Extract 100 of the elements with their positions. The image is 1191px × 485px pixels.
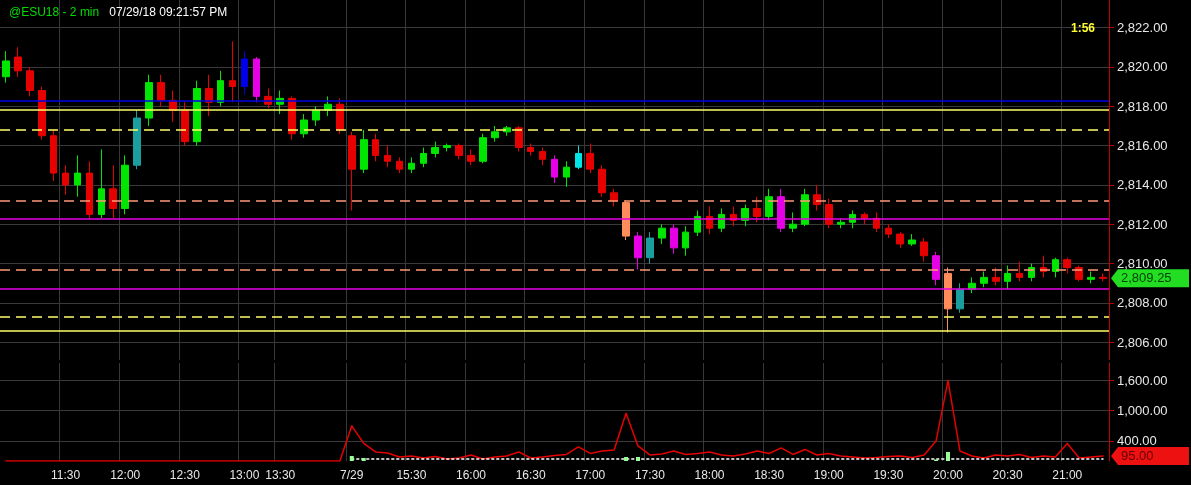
- candlestick: [825, 198, 833, 229]
- candlestick: [563, 160, 570, 188]
- x-tick-label: 13:00: [229, 468, 260, 482]
- candlestick: [670, 223, 678, 255]
- y-tick-label: 2,812.00: [1117, 216, 1168, 232]
- candlestick: [885, 223, 892, 239]
- y-tick-label: 2,814.00: [1117, 177, 1168, 193]
- candlestick: [467, 149, 475, 166]
- candlestick: [515, 125, 523, 152]
- x-tick-label: 20:30: [992, 468, 1023, 482]
- y-tick-label: 1,600.00: [1117, 373, 1168, 389]
- candlestick: [527, 143, 534, 156]
- y-tick-label: 2,808.00: [1117, 295, 1168, 311]
- candlestick: [420, 147, 427, 168]
- candlestick: [384, 145, 391, 168]
- x-tick-label: 18:30: [754, 468, 785, 482]
- x-tick-label: 19:00: [813, 468, 845, 482]
- candlestick: [837, 217, 845, 229]
- candlestick: [1087, 270, 1095, 284]
- candlestick: [50, 129, 57, 182]
- candlestick: [181, 101, 189, 147]
- bar: [635, 456, 640, 461]
- candlestick: [26, 66, 34, 97]
- chart-subtitle: 07/29/18 09:21:57 PM: [109, 5, 228, 19]
- y-tick-label: 1,000.00: [1117, 403, 1168, 419]
- candlestick: [944, 267, 952, 333]
- bar: [946, 451, 951, 461]
- x-tick-label: 7/29: [340, 468, 364, 482]
- candlestick: [646, 231, 654, 265]
- candlestick: [598, 164, 606, 198]
- candlestick: [575, 145, 582, 170]
- candlestick: [455, 143, 463, 160]
- y-tick-label: 2,816.00: [1117, 138, 1168, 154]
- candlestick: [896, 231, 904, 249]
- candlestick: [491, 125, 499, 143]
- candlestick: [920, 237, 928, 263]
- x-tick-label: 16:00: [456, 468, 487, 482]
- candlestick: [1099, 272, 1107, 282]
- candlestick: [241, 50, 248, 95]
- candlestick: [980, 270, 988, 288]
- chart-title: @ESU18 - 2 min: [9, 5, 100, 19]
- y-tick-label: 2,822.00: [1117, 20, 1168, 36]
- candlestick: [98, 149, 105, 219]
- text: 2,809.25: [1121, 270, 1172, 286]
- candlestick: [443, 143, 451, 152]
- candlestick: [586, 143, 594, 174]
- candlestick: [372, 133, 379, 162]
- candlestick: [157, 74, 165, 107]
- candlestick: [300, 113, 308, 139]
- candlestick: [682, 225, 689, 257]
- candlestick: [109, 164, 117, 219]
- x-tick-label: 19:30: [873, 468, 904, 482]
- candlestick: [121, 154, 129, 215]
- candlestick: [992, 267, 1000, 286]
- x-tick-label: 21:00: [1052, 468, 1083, 482]
- candlestick: [133, 109, 141, 170]
- x-tick-label: 12:30: [169, 468, 201, 482]
- x-tick-label: 17:00: [575, 468, 606, 482]
- candlestick: [1063, 257, 1071, 274]
- y-tick-label: 2,806.00: [1117, 334, 1168, 350]
- x-tick-label: 16:30: [515, 468, 546, 482]
- candlestick: [789, 211, 797, 233]
- candlestick: [396, 156, 403, 174]
- y-tick-label: 400.00: [1117, 433, 1157, 449]
- candlestick: [765, 188, 773, 221]
- candlestick: [861, 211, 868, 225]
- candlestick: [14, 46, 22, 78]
- bar: [349, 455, 354, 461]
- y-tick-label: 2,810.00: [1117, 256, 1168, 272]
- candlestick: [431, 141, 439, 158]
- candlestick: [658, 223, 666, 245]
- candlestick: [62, 164, 69, 196]
- candlestick: [2, 50, 10, 84]
- line-series: [5, 379, 1104, 462]
- annotation: 1:56: [1070, 21, 1096, 35]
- candlestick: [634, 231, 642, 271]
- candlestick: [1004, 265, 1011, 290]
- x-tick-label: 18:00: [694, 468, 725, 482]
- bar: [624, 456, 629, 461]
- candlestick: [908, 233, 916, 247]
- candlestick: [622, 200, 630, 241]
- x-tick-label: 20:00: [933, 468, 964, 482]
- candlestick: [360, 129, 368, 174]
- candlestick: [551, 154, 558, 184]
- text: 95.00: [1121, 447, 1154, 463]
- y-tick-label: 2,818.00: [1117, 98, 1168, 114]
- bar: [361, 457, 366, 461]
- candlestick: [753, 196, 761, 223]
- candlestick: [86, 160, 93, 219]
- x-tick-label: 13:30: [265, 468, 296, 482]
- candlestick: [539, 147, 546, 166]
- candlestick: [312, 105, 320, 127]
- candlestick: [932, 251, 940, 286]
- y-tick-label: 2,820.00: [1117, 59, 1168, 75]
- candlestick: [956, 282, 964, 314]
- candlestick: [1016, 261, 1023, 282]
- candlestick: [74, 154, 81, 198]
- x-tick-label: 17:30: [634, 468, 666, 482]
- x-tick-label: 12:00: [110, 468, 141, 482]
- candlestick: [217, 70, 224, 107]
